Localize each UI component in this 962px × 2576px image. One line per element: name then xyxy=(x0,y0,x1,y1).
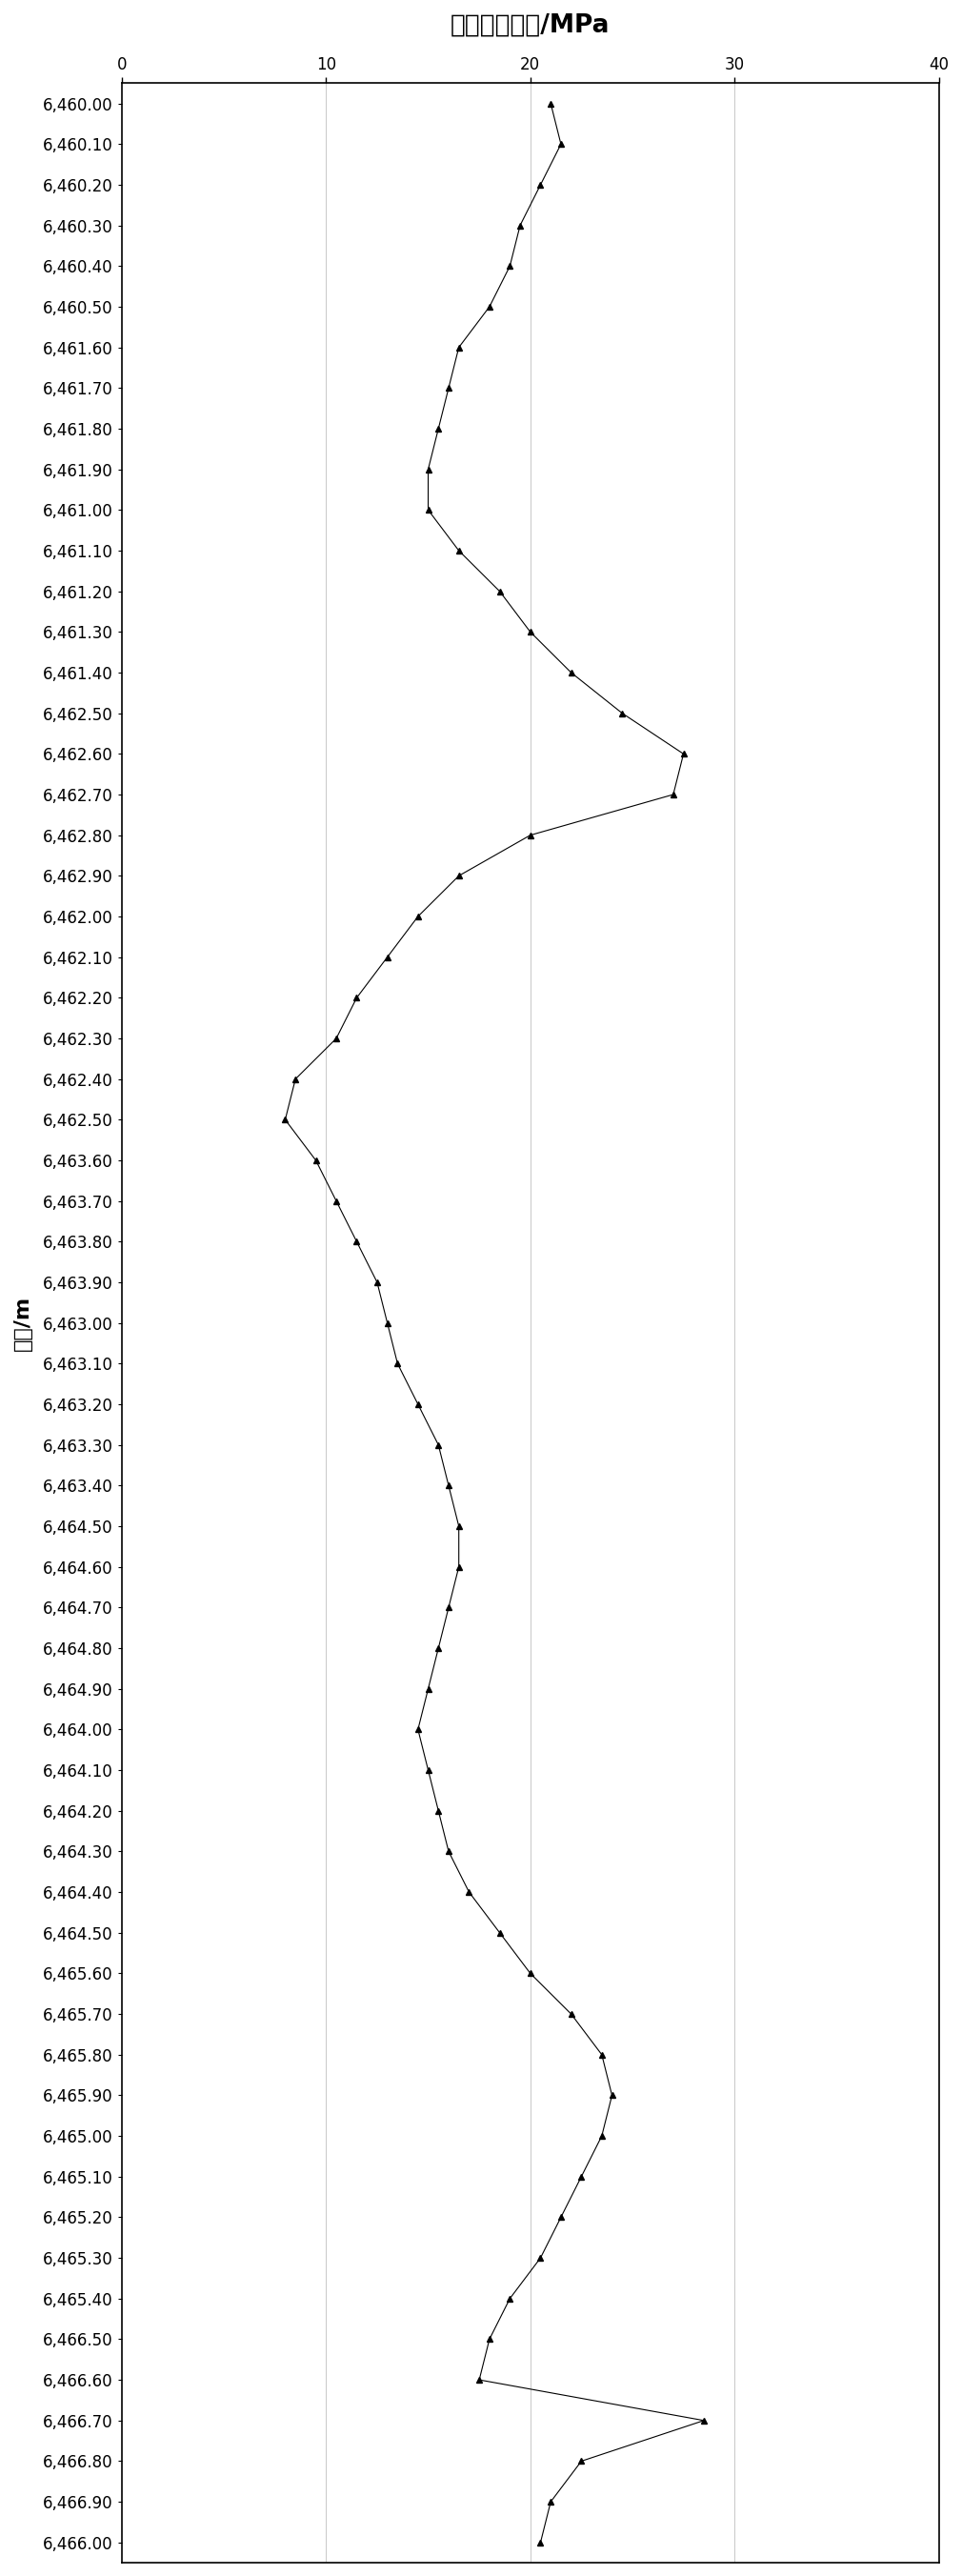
Title: 临界生产压差/MPa: 临界生产压差/MPa xyxy=(450,13,610,39)
Y-axis label: 井深/m: 井深/m xyxy=(13,1296,33,1350)
